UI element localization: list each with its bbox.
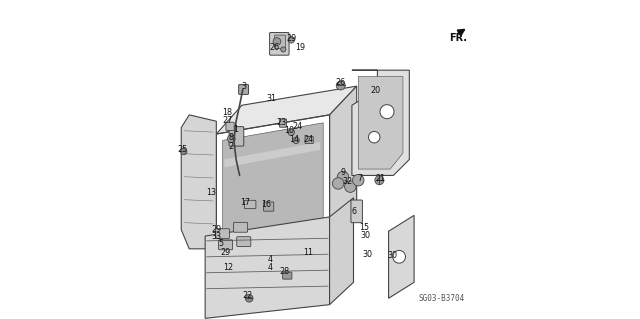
Text: 13: 13	[206, 188, 216, 197]
Text: 32: 32	[342, 177, 353, 186]
Circle shape	[293, 137, 300, 144]
FancyBboxPatch shape	[283, 272, 292, 279]
Text: 26: 26	[335, 78, 346, 87]
Text: 3: 3	[241, 82, 246, 91]
Text: 29: 29	[220, 249, 230, 257]
Text: 19: 19	[296, 43, 306, 52]
FancyBboxPatch shape	[229, 127, 244, 146]
Text: 31: 31	[266, 94, 276, 103]
Text: 20: 20	[371, 86, 381, 95]
Polygon shape	[358, 77, 403, 169]
Text: 18: 18	[223, 108, 232, 117]
Circle shape	[369, 131, 380, 143]
Circle shape	[353, 174, 364, 186]
Text: 14: 14	[289, 135, 299, 144]
Circle shape	[336, 81, 345, 90]
Text: 5: 5	[218, 239, 223, 248]
Polygon shape	[388, 215, 414, 298]
Text: 1: 1	[234, 125, 239, 134]
Polygon shape	[352, 70, 410, 175]
Text: 30: 30	[360, 231, 371, 240]
Circle shape	[288, 129, 294, 136]
Circle shape	[337, 171, 349, 183]
Text: 2: 2	[228, 142, 234, 151]
Circle shape	[380, 105, 394, 119]
Text: 10: 10	[284, 126, 294, 135]
FancyBboxPatch shape	[218, 240, 232, 250]
Polygon shape	[330, 198, 353, 305]
Text: 21: 21	[375, 174, 385, 182]
FancyBboxPatch shape	[305, 137, 314, 144]
Polygon shape	[216, 86, 356, 134]
FancyBboxPatch shape	[280, 119, 287, 127]
Circle shape	[344, 181, 356, 192]
FancyBboxPatch shape	[244, 200, 256, 209]
Circle shape	[180, 148, 187, 155]
Circle shape	[227, 135, 235, 143]
Text: 29: 29	[212, 225, 222, 234]
Text: 22: 22	[243, 291, 253, 300]
Text: 24: 24	[304, 135, 314, 144]
Polygon shape	[330, 86, 356, 230]
Polygon shape	[181, 115, 216, 249]
Text: 26: 26	[269, 43, 279, 52]
Polygon shape	[205, 217, 330, 318]
Text: 7: 7	[358, 174, 363, 182]
Text: 15: 15	[359, 223, 369, 232]
Text: 4: 4	[268, 255, 273, 263]
Text: 30: 30	[388, 251, 397, 260]
Text: 29: 29	[286, 34, 296, 43]
Text: 11: 11	[303, 248, 313, 256]
Text: 33: 33	[212, 232, 221, 241]
Text: 23: 23	[276, 118, 286, 127]
FancyBboxPatch shape	[351, 200, 362, 223]
Text: 17: 17	[240, 198, 250, 207]
FancyBboxPatch shape	[226, 122, 234, 130]
Text: FR.: FR.	[449, 33, 467, 43]
Text: 4: 4	[268, 263, 273, 272]
Text: 16: 16	[261, 200, 271, 209]
Polygon shape	[223, 123, 323, 241]
Text: 28: 28	[280, 267, 290, 276]
Text: 25: 25	[177, 145, 188, 154]
FancyBboxPatch shape	[275, 35, 285, 48]
Text: 8: 8	[228, 133, 233, 142]
Circle shape	[393, 250, 406, 263]
FancyBboxPatch shape	[234, 222, 248, 232]
Circle shape	[281, 47, 286, 52]
Text: 30: 30	[362, 250, 372, 259]
Circle shape	[332, 178, 344, 189]
Text: SG03-B3704: SG03-B3704	[419, 294, 465, 303]
Polygon shape	[224, 142, 320, 167]
Text: 9: 9	[340, 168, 345, 177]
Circle shape	[375, 176, 384, 185]
Circle shape	[245, 294, 253, 302]
FancyBboxPatch shape	[264, 202, 274, 211]
Text: 12: 12	[223, 263, 234, 272]
FancyBboxPatch shape	[216, 229, 229, 239]
FancyBboxPatch shape	[239, 85, 248, 94]
FancyBboxPatch shape	[269, 33, 289, 55]
Circle shape	[288, 37, 294, 43]
Text: 6: 6	[351, 207, 356, 216]
Text: 24: 24	[292, 122, 303, 131]
Text: 27: 27	[223, 116, 233, 125]
FancyBboxPatch shape	[237, 237, 251, 247]
Circle shape	[273, 38, 281, 45]
